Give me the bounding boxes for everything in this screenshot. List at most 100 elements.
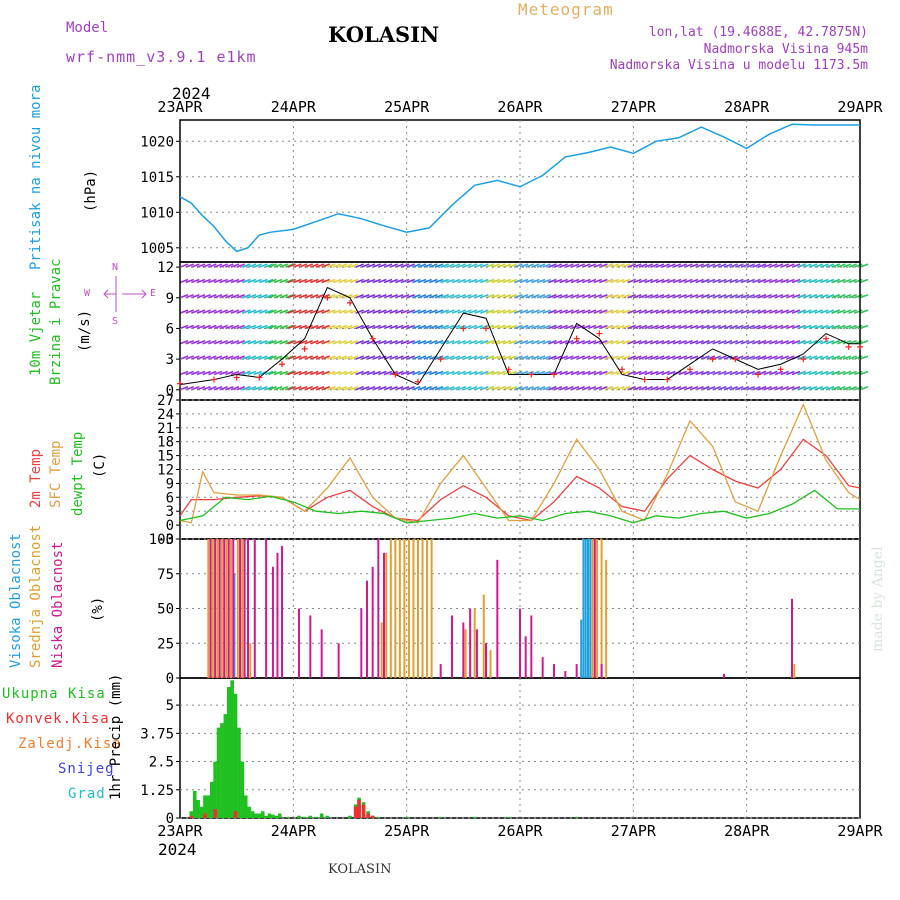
wind-barb	[616, 263, 625, 268]
wind-barb	[355, 263, 364, 268]
wind-barb	[423, 355, 432, 360]
low-cloud-bar	[281, 545, 283, 678]
wind-barb	[820, 386, 829, 391]
wind-barb	[338, 263, 347, 268]
wind-barb	[610, 309, 619, 314]
wind-barb	[627, 309, 636, 314]
wind-barb	[616, 278, 625, 284]
wind-barb	[780, 278, 789, 284]
wind-barb	[468, 370, 478, 376]
mid-cloud-bar	[596, 539, 599, 678]
wind-barb	[650, 324, 659, 330]
wind-barb	[627, 278, 636, 284]
wind-barb	[474, 340, 483, 345]
wind-barb	[848, 309, 857, 314]
wind-barb	[236, 278, 245, 284]
wind-barb	[757, 309, 767, 314]
gust-marker	[845, 343, 852, 350]
wind-barb	[355, 278, 364, 284]
wind-barb	[672, 294, 682, 299]
wind-barb	[179, 278, 189, 284]
wind-barb	[225, 370, 234, 376]
wind-barb	[304, 340, 313, 345]
wind-barb	[208, 355, 217, 360]
wind-barb	[820, 370, 829, 376]
wind-barb	[644, 386, 653, 391]
wind-barb	[854, 355, 863, 360]
wind-barb	[774, 386, 784, 391]
wind-barb	[599, 340, 608, 345]
wind-barb	[236, 355, 245, 360]
year-top-label: 2024	[172, 84, 211, 103]
wind-barb	[514, 324, 523, 330]
wind-barb	[791, 278, 801, 284]
wind-barb	[525, 386, 534, 391]
wind-barb	[395, 278, 404, 284]
wind-barb	[213, 309, 223, 314]
wind-barb	[672, 340, 682, 345]
wind-barb	[570, 340, 580, 345]
wind-barb	[735, 278, 744, 284]
wind-barb	[273, 340, 283, 345]
wind-barb	[729, 370, 738, 376]
wind-barb	[344, 386, 353, 391]
y-tick-label: 15	[157, 449, 174, 465]
wind-barb	[638, 309, 648, 314]
wind-barb	[412, 263, 421, 268]
high-cloud-bar	[233, 573, 236, 678]
wind-barb	[548, 340, 557, 345]
wind-barb	[803, 278, 812, 284]
wind-barb	[752, 278, 761, 284]
wind-barb	[321, 278, 330, 284]
wind-barb	[327, 355, 336, 360]
wind-barb	[661, 263, 670, 268]
wind-barb	[279, 324, 289, 330]
wind-barb	[236, 370, 245, 376]
wind-barb	[344, 355, 353, 360]
wind-barb	[273, 263, 283, 268]
wind-barb	[825, 309, 835, 314]
wind-barb	[797, 340, 806, 345]
wind-barb	[599, 370, 608, 376]
wind-barb	[565, 324, 574, 330]
total-precip-bar	[216, 727, 221, 818]
wind-barb	[332, 278, 342, 284]
wind-barb	[463, 340, 472, 345]
x-tick-label: 29APR	[837, 98, 883, 116]
total-precip-bar	[319, 813, 324, 818]
wind-barb	[740, 386, 750, 391]
gust-marker	[664, 376, 671, 383]
total-precip-bar	[220, 723, 224, 818]
wind-barb	[837, 278, 846, 284]
wind-barb	[831, 294, 840, 299]
wind-barb	[338, 324, 347, 330]
mid-cloud-bar	[249, 643, 252, 678]
wind-barb	[315, 340, 325, 345]
wind-barb	[366, 386, 376, 391]
wind-barb	[769, 370, 778, 376]
wind-barb	[514, 278, 523, 284]
wind-barb	[327, 278, 336, 284]
wind-barb	[236, 294, 245, 299]
total-precip-bar	[223, 714, 228, 818]
wind-barb	[740, 263, 750, 268]
wind-barb	[559, 294, 568, 299]
wind-barb	[236, 309, 245, 314]
wind-barb	[570, 309, 580, 314]
wind-barb	[604, 278, 614, 284]
wind-barb	[446, 294, 455, 299]
wind-barb	[242, 263, 251, 268]
wind-barb	[315, 386, 325, 391]
wind-barb	[349, 263, 359, 268]
mid-cloud-bar	[380, 622, 383, 678]
wind-barb	[723, 370, 733, 376]
wind-barb	[321, 386, 330, 391]
wind-barb	[279, 309, 289, 314]
wind-barb	[757, 340, 767, 345]
wind-barb	[825, 263, 835, 268]
wind-barb	[667, 370, 676, 376]
mid-cloud-bar	[464, 629, 467, 678]
wind-barb	[349, 355, 359, 360]
y-tick-label: 12	[157, 463, 174, 479]
